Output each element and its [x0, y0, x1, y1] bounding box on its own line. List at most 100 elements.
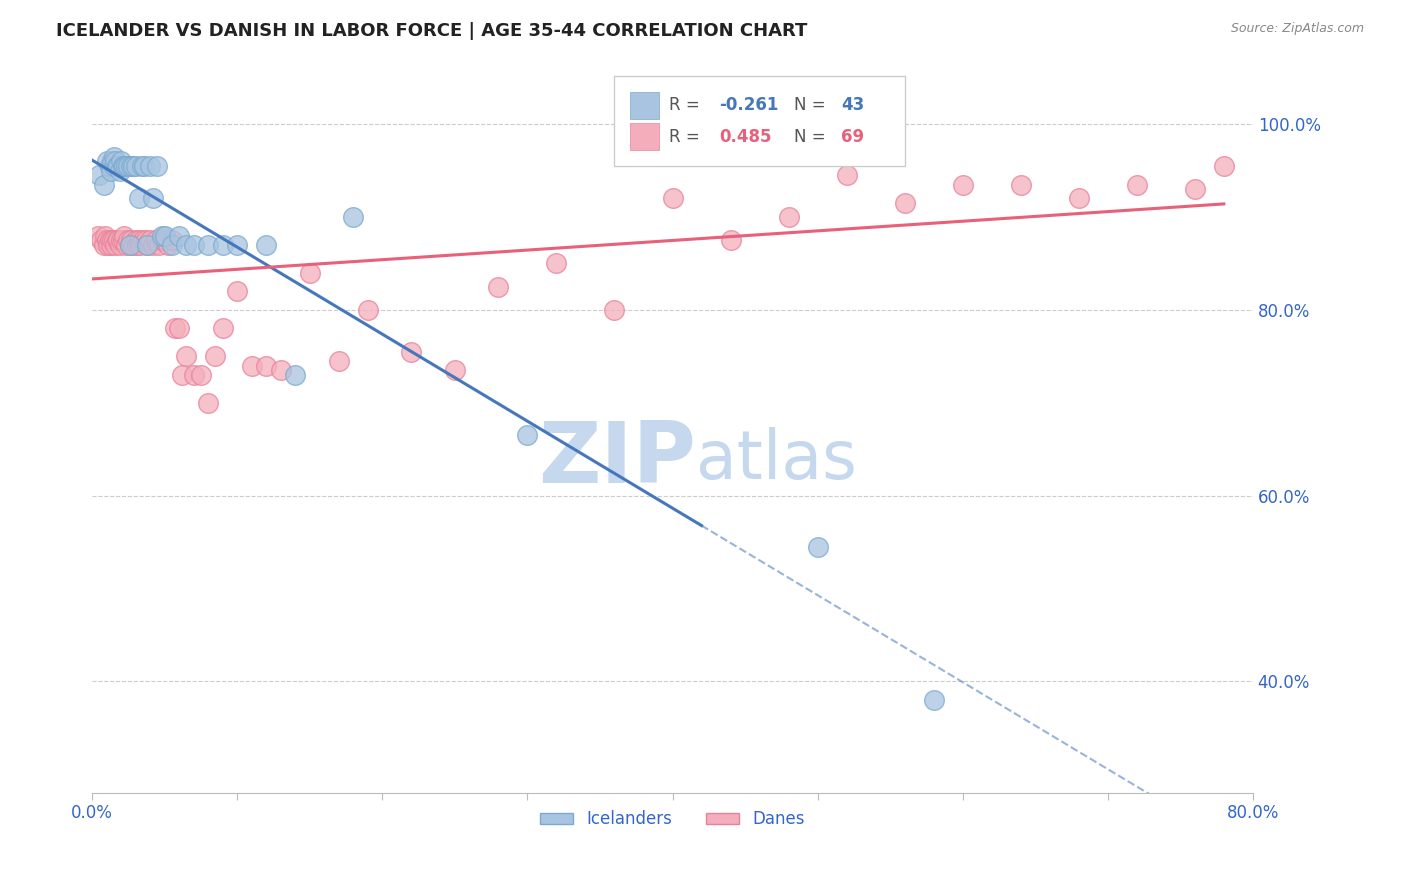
Text: ICELANDER VS DANISH IN LABOR FORCE | AGE 35-44 CORRELATION CHART: ICELANDER VS DANISH IN LABOR FORCE | AGE…	[56, 22, 807, 40]
Point	[117, 159, 139, 173]
Point	[139, 159, 162, 173]
Text: 69: 69	[841, 128, 863, 145]
Point	[357, 302, 380, 317]
Point	[240, 359, 263, 373]
Point	[150, 233, 173, 247]
Point	[150, 228, 173, 243]
Point	[160, 238, 183, 252]
Point	[211, 238, 233, 252]
Point	[778, 210, 800, 224]
Point	[160, 233, 183, 247]
Point	[111, 159, 134, 173]
Text: R =: R =	[669, 96, 704, 114]
FancyBboxPatch shape	[614, 76, 904, 166]
Point	[401, 344, 423, 359]
Point	[516, 428, 538, 442]
Point	[108, 238, 131, 252]
Point	[197, 238, 219, 252]
Point	[1010, 178, 1032, 192]
Point	[1067, 192, 1090, 206]
Point	[103, 233, 125, 247]
Point	[922, 693, 945, 707]
Point	[105, 159, 128, 173]
Point	[145, 233, 167, 247]
Point	[142, 192, 165, 206]
Point	[93, 238, 115, 252]
Text: N =: N =	[794, 128, 831, 145]
Point	[661, 192, 683, 206]
Point	[103, 159, 125, 173]
Legend: Icelanders, Danes: Icelanders, Danes	[533, 804, 811, 835]
Point	[153, 228, 176, 243]
Text: N =: N =	[794, 96, 831, 114]
Point	[101, 154, 124, 169]
Point	[112, 228, 135, 243]
Point	[128, 192, 150, 206]
Text: 43: 43	[841, 96, 865, 114]
Point	[108, 163, 131, 178]
Point	[118, 238, 141, 252]
Point	[121, 159, 143, 173]
Point	[111, 233, 134, 247]
Point	[97, 238, 120, 252]
Point	[176, 349, 198, 363]
Point	[98, 159, 121, 173]
Point	[98, 233, 121, 247]
Point	[94, 228, 117, 243]
FancyBboxPatch shape	[630, 92, 658, 120]
Point	[96, 154, 118, 169]
Point	[167, 321, 190, 335]
Point	[893, 196, 915, 211]
Point	[118, 238, 141, 252]
Point	[120, 233, 142, 247]
Point	[100, 163, 122, 178]
Point	[125, 159, 148, 173]
Point	[96, 233, 118, 247]
Point	[112, 159, 135, 173]
Point	[284, 368, 307, 382]
Point	[131, 159, 153, 173]
Point	[125, 233, 148, 247]
Point	[132, 233, 155, 247]
Point	[105, 233, 128, 247]
Point	[197, 395, 219, 409]
Point	[204, 349, 226, 363]
Text: R =: R =	[669, 128, 704, 145]
Point	[153, 233, 176, 247]
Point	[89, 169, 111, 183]
Point	[90, 233, 112, 247]
Point	[183, 238, 205, 252]
Point	[807, 540, 830, 554]
Point	[142, 238, 165, 252]
Point	[117, 233, 139, 247]
Text: -0.261: -0.261	[718, 96, 779, 114]
FancyBboxPatch shape	[630, 123, 658, 151]
Point	[128, 233, 150, 247]
Point	[1126, 178, 1149, 192]
Point	[298, 266, 321, 280]
Point	[172, 368, 194, 382]
Text: ZIP: ZIP	[538, 418, 696, 501]
Point	[444, 363, 467, 377]
Point	[1184, 182, 1206, 196]
Text: Source: ZipAtlas.com: Source: ZipAtlas.com	[1230, 22, 1364, 36]
Point	[176, 238, 198, 252]
Point	[720, 233, 742, 247]
Point	[952, 178, 974, 192]
Point	[163, 321, 186, 335]
Point	[120, 159, 142, 173]
Point	[1212, 159, 1234, 173]
Point	[226, 238, 249, 252]
Point	[107, 233, 129, 247]
Point	[93, 178, 115, 192]
Point	[167, 228, 190, 243]
Point	[254, 238, 277, 252]
Point	[342, 210, 364, 224]
Point	[486, 279, 509, 293]
Point	[136, 238, 159, 252]
Point	[226, 285, 249, 299]
Point	[136, 238, 159, 252]
Text: atlas: atlas	[696, 426, 856, 492]
Point	[254, 359, 277, 373]
Point	[328, 354, 350, 368]
